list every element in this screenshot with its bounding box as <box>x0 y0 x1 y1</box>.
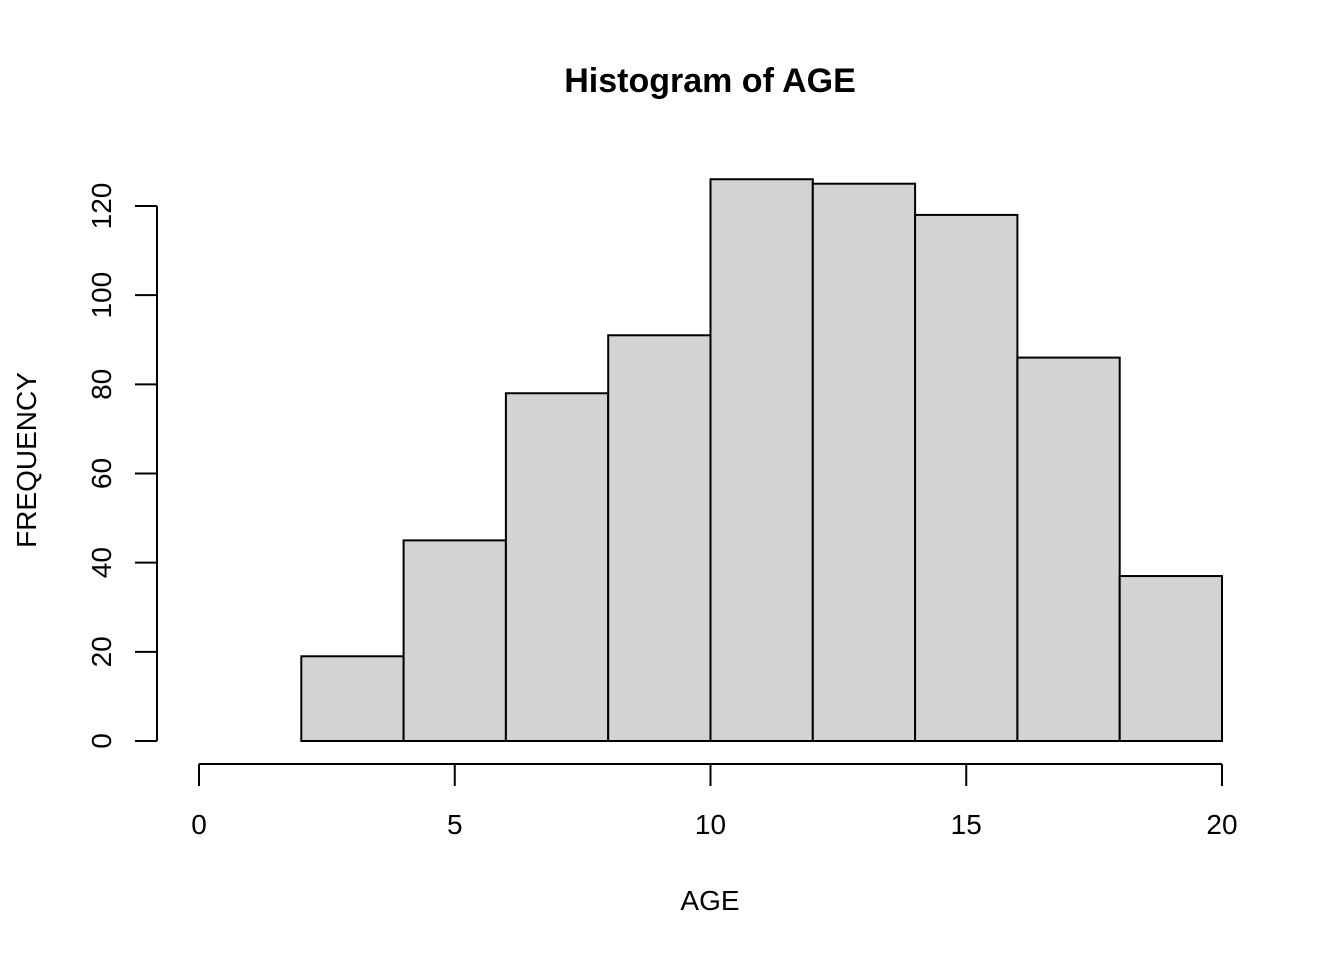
y-tick-label: 20 <box>86 636 117 667</box>
x-tick-label: 10 <box>695 809 726 840</box>
x-tick-label: 20 <box>1206 809 1237 840</box>
x-tick-label: 0 <box>191 809 207 840</box>
histogram-bar <box>504 392 610 742</box>
y-tick-label: 100 <box>86 272 117 319</box>
histogram-bar <box>300 655 405 743</box>
y-axis-label: FREQUENCY <box>11 372 42 548</box>
histogram-bar <box>709 178 814 742</box>
bars-group <box>300 178 1223 743</box>
y-tick-label: 80 <box>86 369 117 400</box>
histogram-bar <box>811 182 917 743</box>
histogram-bar <box>607 334 712 742</box>
x-axis-label: AGE <box>680 885 739 916</box>
x-tick-label: 15 <box>951 809 982 840</box>
histogram-bar <box>402 539 507 742</box>
chart-title: Histogram of AGE <box>564 62 856 100</box>
y-tick-label: 60 <box>86 458 117 489</box>
histogram-bar <box>1016 356 1121 742</box>
histogram-bar <box>914 213 1019 742</box>
x-axis: 0 5 10 15 20 <box>191 763 1238 840</box>
y-axis: 0 20 40 60 80 100 120 <box>86 183 158 749</box>
y-tick-label: 120 <box>86 183 117 230</box>
y-tick-label: 40 <box>86 547 117 578</box>
histogram-bar <box>1118 575 1223 743</box>
x-tick-label: 5 <box>447 809 463 840</box>
y-tick-label: 0 <box>86 733 117 749</box>
